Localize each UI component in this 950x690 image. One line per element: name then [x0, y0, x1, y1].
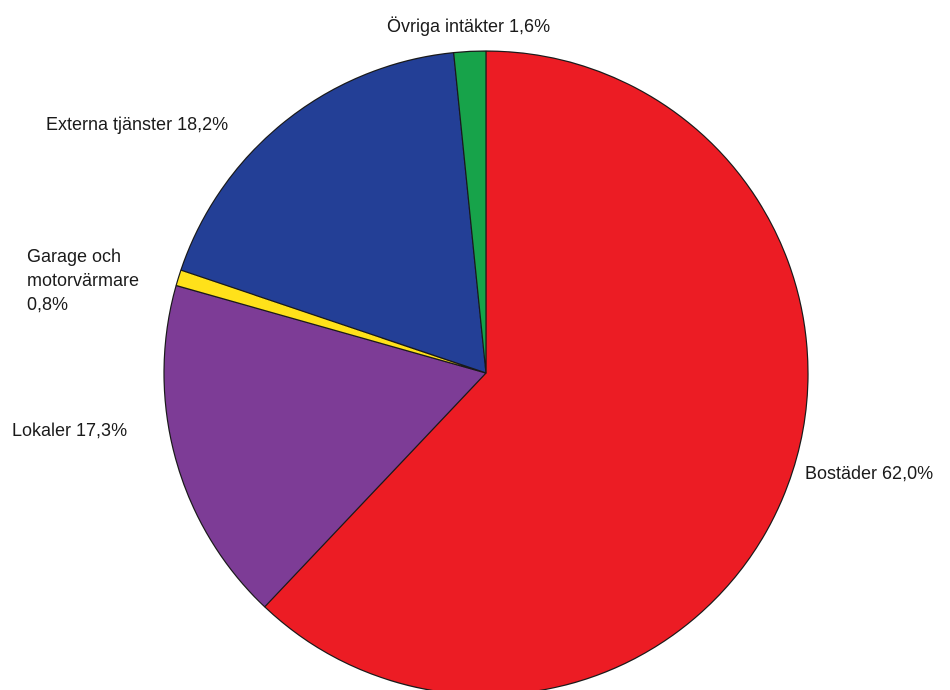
label-lokaler: Lokaler 17,3%	[12, 420, 128, 440]
label-externa-tjanster: Externa tjänster 18,2%	[46, 114, 229, 134]
slice-ovriga-intakter	[453, 50, 487, 374]
label-garage-line-1: Garage och	[27, 246, 122, 266]
label-garage-och-motorvarmare: Garage och motorvärmare 0,8%	[27, 244, 139, 316]
slice-externa-tjanster	[180, 52, 487, 374]
label-garage-line-2: motorvärmare	[27, 270, 140, 290]
label-garage-line-3: 0,8%	[27, 294, 69, 314]
slice-lokaler	[163, 284, 487, 608]
label-bostader: Bostäder 62,0%	[805, 463, 934, 483]
slice-bostader	[264, 50, 809, 690]
label-ovriga-intakter: Övriga intäkter 1,6%	[387, 16, 551, 36]
